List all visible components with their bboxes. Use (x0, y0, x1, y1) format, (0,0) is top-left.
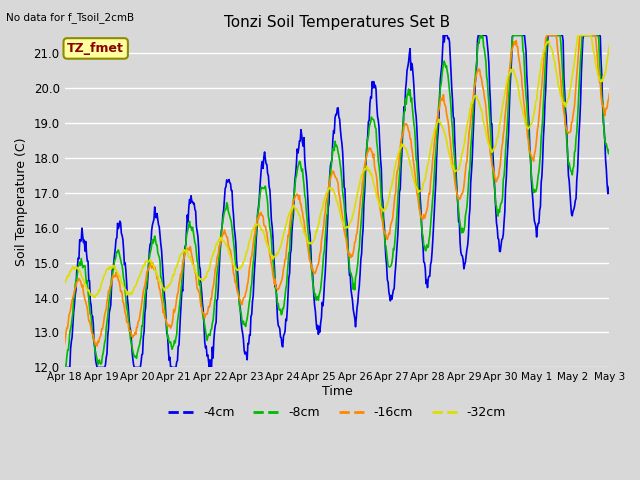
-32cm (211, 244, 219, 250)
Line: -4cm: -4cm (65, 36, 609, 367)
-8cm (419, 233, 427, 239)
-32cm (404, 152, 412, 157)
X-axis label: Time: Time (321, 385, 353, 398)
-16cm (61, 341, 68, 347)
-32cm (61, 280, 68, 286)
-16cm (182, 247, 190, 252)
-4cm (127, 327, 134, 333)
-32cm (605, 42, 613, 48)
-4cm (211, 328, 218, 334)
-16cm (543, 33, 551, 38)
-16cm (127, 331, 135, 337)
-8cm (70, 294, 78, 300)
-4cm (419, 243, 427, 249)
-16cm (70, 289, 78, 295)
Legend: -4cm, -8cm, -16cm, -32cm: -4cm, -8cm, -16cm, -32cm (163, 401, 511, 424)
-16cm (211, 265, 219, 271)
Line: -8cm: -8cm (65, 36, 609, 367)
-4cm (182, 242, 189, 248)
-8cm (182, 242, 189, 248)
-8cm (477, 33, 484, 38)
-8cm (605, 146, 613, 152)
-32cm (127, 290, 135, 296)
-32cm (182, 247, 190, 252)
-8cm (211, 301, 218, 307)
-32cm (420, 180, 428, 185)
-4cm (70, 302, 78, 308)
-4cm (61, 364, 68, 370)
-32cm (90, 294, 98, 300)
-32cm (575, 33, 582, 38)
-4cm (605, 183, 613, 189)
-4cm (440, 33, 447, 38)
Line: -32cm: -32cm (65, 36, 609, 297)
Y-axis label: Soil Temperature (C): Soil Temperature (C) (15, 137, 28, 265)
-16cm (404, 124, 412, 130)
-8cm (61, 364, 68, 370)
Line: -16cm: -16cm (65, 36, 609, 346)
-16cm (420, 212, 428, 217)
-16cm (93, 343, 101, 349)
Text: No data for f_Tsoil_2cmB: No data for f_Tsoil_2cmB (6, 12, 134, 23)
-8cm (127, 336, 134, 342)
-8cm (403, 92, 411, 97)
-16cm (605, 91, 613, 96)
Title: Tonzi Soil Temperatures Set B: Tonzi Soil Temperatures Set B (224, 15, 450, 30)
-4cm (403, 67, 411, 73)
-32cm (70, 266, 78, 272)
Text: TZ_fmet: TZ_fmet (67, 42, 124, 55)
